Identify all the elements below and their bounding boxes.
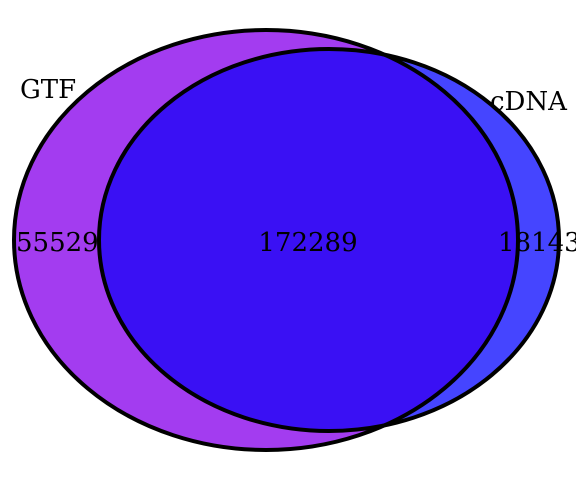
cdna-set-outline [97,47,561,433]
intersection-count: 172289 [258,228,357,258]
gtf-only-count: 55529 [16,228,99,258]
gtf-set-label: GTF [20,75,76,105]
cdna-only-count: 18143 [498,228,576,258]
intersection-region [99,49,518,431]
cdna-set-label: cDNA [490,87,568,117]
gtf-set-outline [12,28,520,452]
